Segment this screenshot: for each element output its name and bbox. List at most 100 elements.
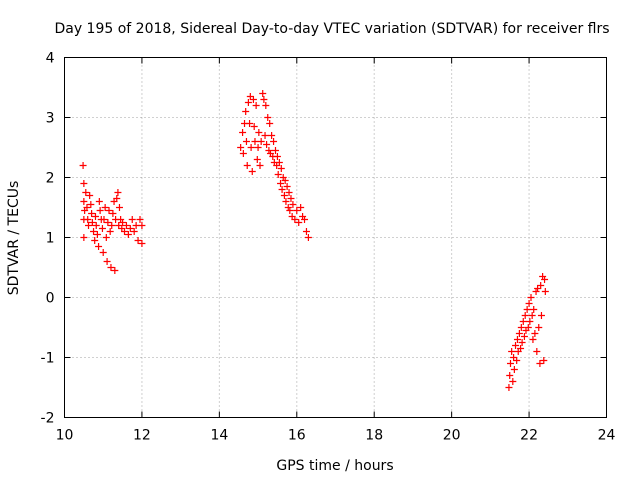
data-point: [286, 207, 294, 214]
data-point: [93, 231, 101, 238]
y-tick-label: 0: [46, 291, 55, 307]
data-point: [136, 216, 144, 223]
data-point: [510, 366, 518, 373]
data-point: [285, 189, 293, 196]
data-point: [304, 234, 312, 241]
data-point: [106, 228, 114, 235]
x-tick-label: 14: [210, 428, 228, 444]
data-point: [287, 195, 295, 202]
data-point: [541, 276, 549, 283]
data-point: [80, 234, 88, 241]
x-axis-label: GPS time / hours: [276, 458, 393, 474]
data-point: [113, 195, 121, 202]
data-point: [126, 225, 134, 232]
data-point: [91, 237, 99, 244]
data-point: [519, 318, 527, 325]
data-point: [83, 204, 91, 211]
data-point: [277, 165, 285, 172]
data-point: [128, 216, 136, 223]
data-point: [105, 207, 113, 214]
data-point: [524, 324, 532, 331]
data-point: [88, 219, 96, 226]
data-point: [520, 333, 528, 340]
y-tick-label: -2: [41, 411, 55, 427]
data-point: [107, 264, 115, 271]
data-point: [513, 336, 521, 343]
data-point: [517, 324, 525, 331]
y-tick-label: -1: [41, 351, 55, 367]
data-point: [282, 198, 290, 205]
data-point: [506, 360, 514, 367]
data-point: [244, 99, 252, 106]
data-point: [531, 330, 539, 337]
data-point: [92, 222, 100, 229]
data-point: [523, 306, 531, 313]
data-point: [101, 204, 109, 211]
data-point: [537, 282, 545, 289]
data-point: [301, 216, 309, 223]
data-point: [82, 189, 90, 196]
x-tick-label: 10: [56, 428, 74, 444]
data-point: [80, 180, 88, 187]
data-point: [95, 243, 103, 250]
data-point: [534, 285, 542, 292]
data-point: [510, 354, 518, 361]
data-point: [505, 384, 513, 391]
data-point: [521, 312, 529, 319]
data-point: [293, 207, 301, 214]
y-tick-label: 4: [46, 51, 55, 67]
data-point: [277, 180, 285, 187]
data-point: [517, 345, 525, 352]
data-point: [540, 357, 548, 364]
data-point: [508, 348, 516, 355]
data-point: [260, 96, 268, 103]
data-point: [114, 189, 122, 196]
data-point: [249, 96, 257, 103]
data-point: [506, 372, 514, 379]
data-point: [242, 138, 250, 145]
data-point: [278, 186, 286, 193]
data-point: [239, 129, 247, 136]
grid-layer: [64, 57, 607, 418]
data-point: [259, 90, 267, 97]
data-point: [102, 234, 110, 241]
data-point: [111, 267, 119, 274]
data-point: [122, 222, 130, 229]
data-point: [99, 249, 107, 256]
data-point: [271, 147, 279, 154]
data-point: [88, 210, 96, 217]
plot-frame: [64, 57, 607, 418]
y-tick-label: 3: [46, 111, 55, 127]
data-point: [95, 198, 103, 205]
data-point: [242, 108, 250, 115]
x-tick-label: 22: [520, 428, 538, 444]
data-point: [535, 324, 543, 331]
data-point: [253, 156, 261, 163]
y-axis-label: SDTVAR / TECUs: [6, 181, 22, 296]
data-point: [96, 207, 104, 214]
data-point: [91, 213, 99, 220]
data-point: [250, 123, 258, 130]
data-point: [280, 192, 288, 199]
chart-title: Day 195 of 2018, Sidereal Day-to-day VTE…: [54, 21, 609, 37]
data-point: [138, 222, 146, 229]
data-point: [266, 120, 274, 127]
data-point: [261, 132, 269, 139]
data-point: [109, 210, 117, 217]
data-point: [275, 159, 283, 166]
data-point: [252, 102, 260, 109]
data-point: [262, 102, 270, 109]
data-point: [246, 93, 254, 100]
data-point: [115, 222, 123, 229]
data-point: [270, 138, 278, 145]
data-point: [289, 201, 297, 208]
data-point: [265, 147, 273, 154]
y-tick-label: 1: [46, 231, 55, 247]
data-point: [115, 204, 123, 211]
data-point: [284, 204, 292, 211]
data-point: [532, 288, 540, 295]
data-point: [90, 228, 98, 235]
data-point: [257, 138, 265, 145]
